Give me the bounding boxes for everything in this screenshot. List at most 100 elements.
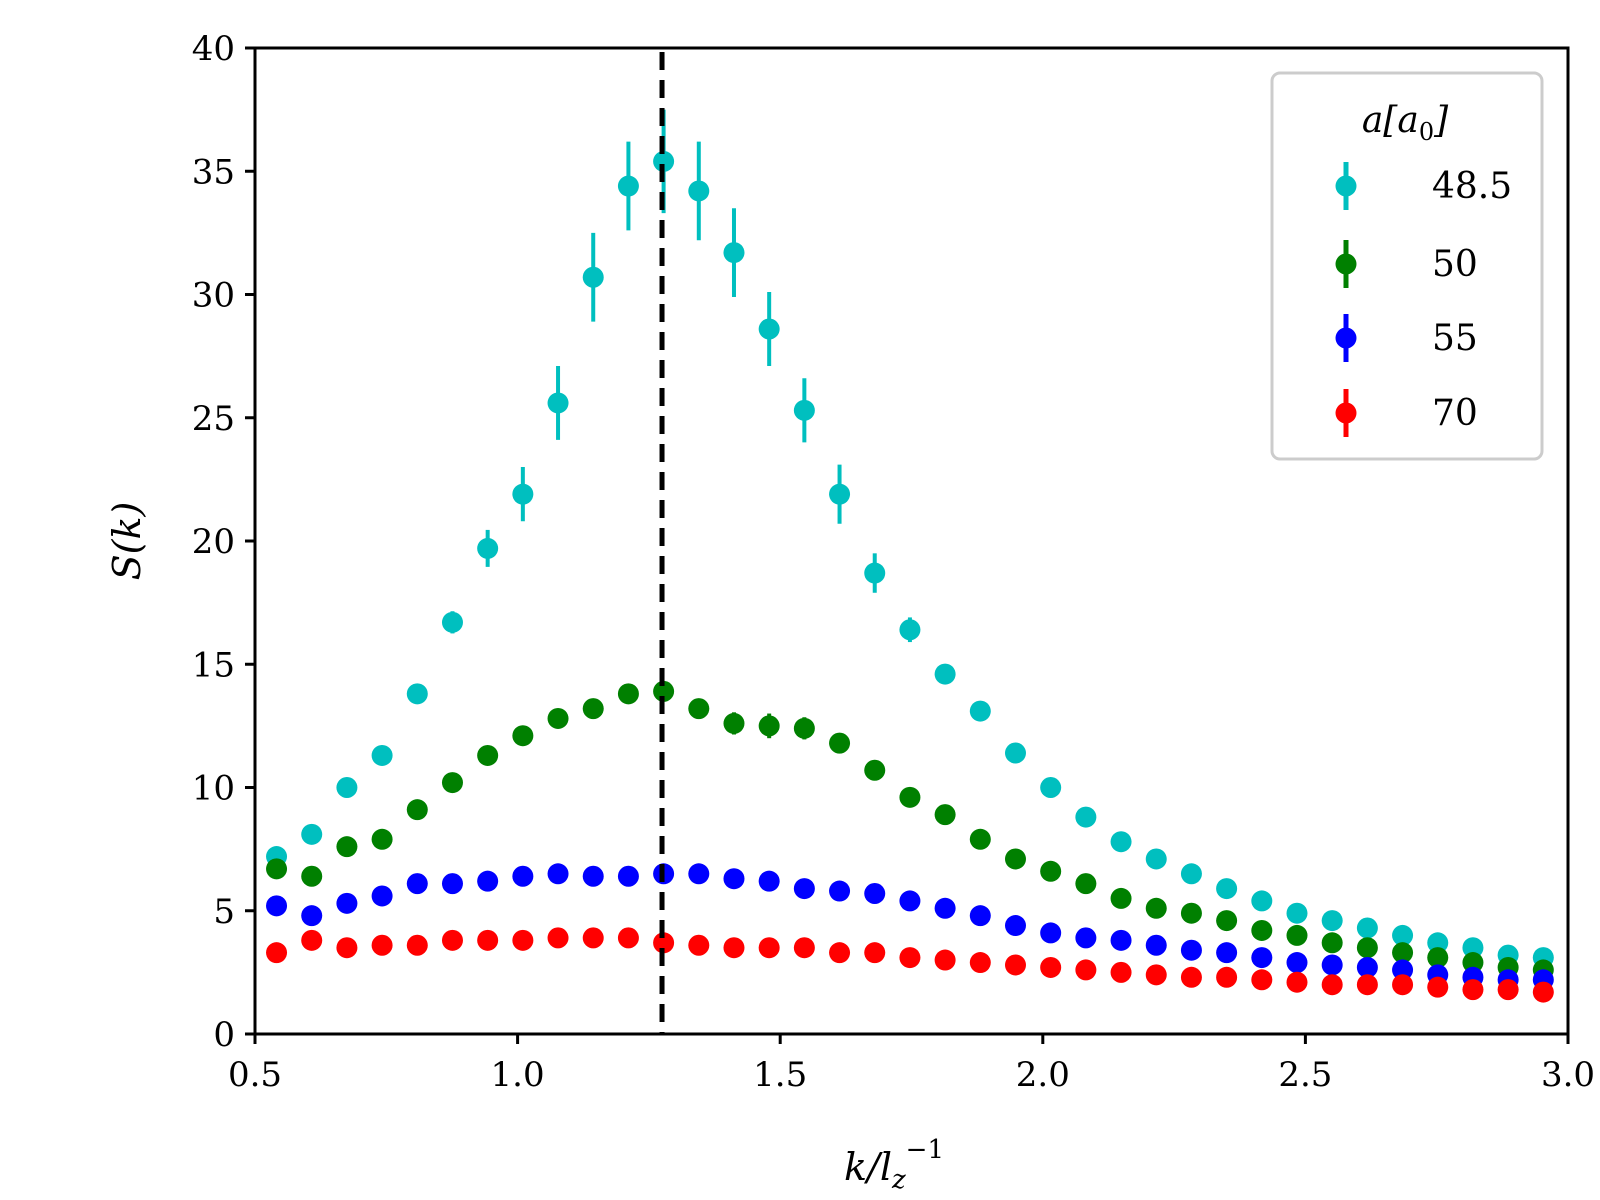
data-point bbox=[336, 836, 358, 858]
data-point bbox=[864, 882, 886, 904]
data-point bbox=[1462, 952, 1484, 974]
y-tick-label: 30 bbox=[192, 276, 235, 316]
data-point bbox=[371, 744, 393, 766]
data-point bbox=[547, 863, 569, 885]
data-point bbox=[829, 483, 851, 505]
legend-entry-50: 50 bbox=[1335, 240, 1478, 288]
x-tick-label: 2.5 bbox=[1278, 1055, 1332, 1095]
legend-label: 55 bbox=[1432, 318, 1478, 359]
data-point bbox=[1180, 902, 1202, 924]
data-point bbox=[758, 715, 780, 737]
data-point bbox=[969, 905, 991, 927]
data-point bbox=[1462, 979, 1484, 1001]
data-point bbox=[512, 865, 534, 887]
data-point bbox=[1286, 952, 1308, 974]
legend-label: 48.5 bbox=[1432, 166, 1512, 207]
data-point bbox=[969, 828, 991, 850]
data-point bbox=[301, 823, 323, 845]
data-point bbox=[1427, 976, 1449, 998]
data-point bbox=[441, 929, 463, 951]
data-point bbox=[969, 952, 991, 974]
data-point bbox=[1075, 927, 1097, 949]
x-axis-label-sub: z bbox=[891, 1165, 906, 1195]
data-point bbox=[477, 537, 499, 559]
data-point bbox=[688, 180, 710, 202]
legend-marker bbox=[1335, 402, 1357, 424]
data-point bbox=[336, 892, 358, 914]
data-point bbox=[441, 772, 463, 794]
data-point bbox=[1216, 966, 1238, 988]
data-point bbox=[1321, 910, 1343, 932]
data-point bbox=[1286, 924, 1308, 946]
data-point bbox=[512, 725, 534, 747]
data-point bbox=[582, 266, 604, 288]
data-point bbox=[969, 700, 991, 722]
data-point bbox=[1145, 848, 1167, 870]
legend-label: 70 bbox=[1432, 393, 1478, 434]
data-point bbox=[1427, 947, 1449, 969]
data-point bbox=[1427, 932, 1449, 954]
data-point bbox=[512, 483, 534, 505]
axis-layer: 0.5 1.0 1.5 2.0 2.5 3.0 0 5 10 15 20 25 30 35 40 bbox=[192, 29, 1595, 1095]
data-point bbox=[266, 858, 288, 880]
y-tick-label: 10 bbox=[192, 769, 235, 809]
data-point bbox=[336, 777, 358, 798]
data-point bbox=[793, 878, 815, 900]
legend-label: 50 bbox=[1432, 244, 1478, 285]
data-layer bbox=[266, 109, 1554, 1003]
data-point bbox=[406, 683, 428, 705]
data-point bbox=[1392, 924, 1414, 946]
data-point bbox=[1110, 831, 1132, 853]
series-70 bbox=[266, 927, 1554, 1003]
data-point bbox=[864, 942, 886, 964]
data-point bbox=[266, 895, 288, 917]
data-point bbox=[688, 698, 710, 720]
legend-marker bbox=[1335, 175, 1357, 197]
legend-title-a: a[a bbox=[1362, 100, 1419, 141]
x-axis-label-sup: −1 bbox=[906, 1135, 944, 1165]
data-point bbox=[301, 929, 323, 951]
data-point bbox=[617, 927, 639, 949]
data-point bbox=[1356, 937, 1378, 959]
data-point bbox=[758, 937, 780, 959]
data-point bbox=[1497, 979, 1519, 1001]
data-point bbox=[793, 717, 815, 739]
data-point bbox=[758, 870, 780, 892]
legend: a[a0] 48.5 50 55 70 bbox=[1270, 71, 1544, 461]
data-point bbox=[653, 680, 675, 702]
y-tick-label: 15 bbox=[192, 645, 235, 685]
data-point bbox=[547, 392, 569, 414]
data-point bbox=[653, 932, 675, 954]
data-point bbox=[829, 732, 851, 754]
x-tick-label: 1.5 bbox=[753, 1055, 807, 1095]
legend-title-close: ] bbox=[1433, 100, 1449, 141]
y-tick-label: 0 bbox=[213, 1015, 235, 1055]
data-point bbox=[1251, 890, 1273, 912]
data-point bbox=[829, 880, 851, 902]
data-point bbox=[1145, 934, 1167, 956]
data-point bbox=[899, 619, 921, 641]
x-tick-label: 1.0 bbox=[491, 1055, 545, 1095]
data-point bbox=[1004, 742, 1026, 764]
data-point bbox=[1286, 971, 1308, 993]
data-point bbox=[547, 707, 569, 729]
series-50 bbox=[266, 680, 1554, 981]
data-point bbox=[1356, 917, 1378, 939]
data-point bbox=[266, 942, 288, 964]
data-point bbox=[477, 870, 499, 892]
data-point bbox=[1145, 964, 1167, 986]
data-point bbox=[1321, 974, 1343, 996]
data-point bbox=[688, 863, 710, 885]
data-point bbox=[336, 937, 358, 959]
data-point bbox=[1251, 919, 1273, 941]
x-axis-label-k: k/l bbox=[844, 1145, 892, 1189]
y-tick-label: 5 bbox=[213, 892, 235, 932]
x-tick-label: 2.0 bbox=[1016, 1055, 1070, 1095]
data-point bbox=[1321, 932, 1343, 954]
data-point bbox=[1392, 959, 1414, 981]
data-point bbox=[1004, 954, 1026, 976]
data-point bbox=[793, 937, 815, 959]
data-point bbox=[899, 947, 921, 969]
data-point bbox=[301, 865, 323, 887]
legend-entry-48.5: 48.5 bbox=[1335, 162, 1512, 210]
